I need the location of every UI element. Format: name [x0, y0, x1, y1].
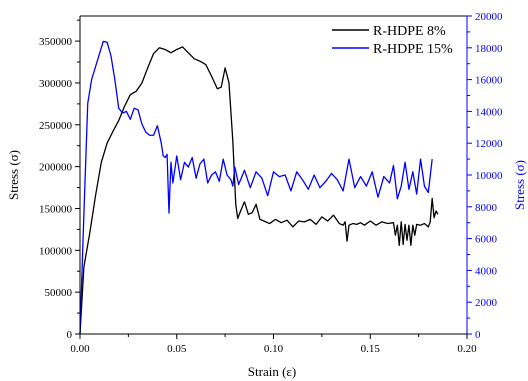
y-right-tick-label: 16000	[475, 75, 503, 87]
y-left-tick-label: 100000	[39, 245, 73, 257]
legend-label-series-8: R-HDPE 8%	[373, 24, 446, 39]
y-right-tick-label: 18000	[475, 43, 503, 55]
y-right-tick-label: 4000	[475, 265, 498, 277]
y-right-tick-label: 14000	[475, 106, 503, 118]
y-axis-label-right: Stress (σ)	[512, 160, 527, 210]
y-left-tick-label: 250000	[39, 120, 73, 132]
legend-label-series-15: R-HDPE 15%	[373, 42, 453, 57]
x-tick-label: 0.00	[70, 343, 90, 355]
series-line-8pct	[79, 46, 439, 335]
y-right-tick-label: 20000	[475, 11, 503, 23]
x-tick-label: 0.05	[167, 343, 187, 355]
y-left-tick-label: 200000	[39, 162, 73, 174]
x-tick-label: 0.20	[457, 343, 477, 355]
y-right-tick-label: 2000	[475, 297, 498, 309]
ticks-layer: 0.00 0.05 0.10 0.15 0.2005000010000015000020…	[39, 11, 503, 355]
x-axis-label: Strain (ε)	[248, 364, 296, 379]
x-tick-label: 0.15	[361, 343, 381, 355]
y-right-tick-label: 12000	[475, 138, 503, 150]
y-axis-label-left: Stress (σ)	[6, 150, 21, 200]
x-tick-label: 0.10	[264, 343, 284, 355]
y-right-tick-label: 8000	[475, 202, 498, 214]
y-left-tick-label: 0	[67, 329, 73, 341]
y-left-tick-label: 350000	[39, 36, 73, 48]
y-right-tick-label: 0	[475, 329, 481, 341]
y-left-tick-label: 150000	[39, 203, 73, 215]
axes-layer	[79, 15, 468, 335]
legend: R-HDPE 8% R-HDPE 15%	[332, 24, 453, 57]
y-left-tick-label: 300000	[39, 78, 73, 90]
series-layer	[79, 40, 439, 335]
series-line-15pct	[79, 40, 433, 335]
y-left-tick-label: 50000	[45, 287, 73, 299]
y-right-tick-label: 6000	[475, 234, 498, 246]
y-right-tick-label: 10000	[475, 170, 503, 182]
